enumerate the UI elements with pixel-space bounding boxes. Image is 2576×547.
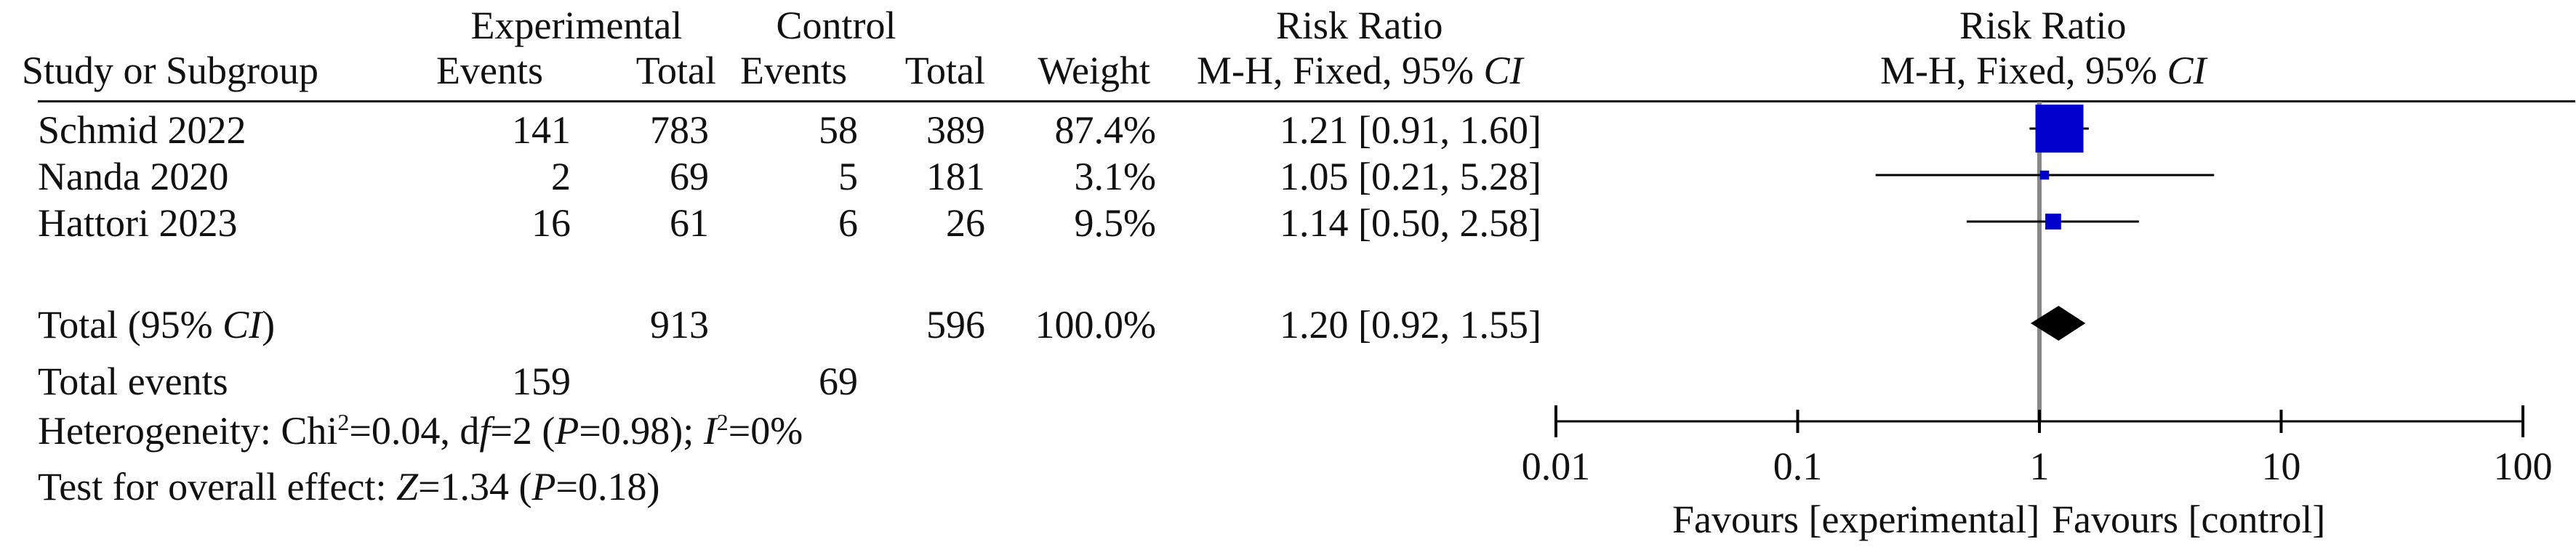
header-divider: [38, 100, 2575, 102]
study-name: Nanda 2020: [38, 155, 229, 198]
study-column-header: Study or Subgroup: [22, 49, 319, 92]
exp-total: 61: [670, 201, 709, 245]
rr-value: 1.21 [0.91, 1.60]: [1280, 108, 1541, 152]
x-tick-label: 1: [2030, 445, 2050, 488]
favours-control: Favours [control]: [2052, 498, 2326, 541]
study-effect-square: [2039, 170, 2050, 180]
weight-value: 3.1%: [1074, 155, 1156, 198]
favours-experimental: Favours [experimental]: [1672, 498, 2040, 541]
rr-value: 1.14 [0.50, 2.58]: [1280, 201, 1541, 245]
heterogeneity-text: Heterogeneity: Chi2=0.04, df=2 (P=0.98);…: [38, 409, 803, 453]
ctl-total-header: Total: [904, 49, 985, 92]
weight-header: Weight: [1038, 49, 1150, 92]
exp-total: 69: [670, 155, 709, 198]
weight-value: 87.4%: [1054, 108, 1156, 152]
plot-method-header: M-H, Fixed, 95% CI: [1880, 49, 2207, 92]
exp-events: 141: [512, 108, 571, 152]
plot-title: Risk Ratio: [1959, 4, 2127, 47]
total-ctl-total: 596: [926, 303, 985, 347]
total-rr-value: 1.20 [0.92, 1.55]: [1280, 303, 1541, 347]
rr-method-header: M-H, Fixed, 95% CI: [1197, 49, 1523, 92]
total-exp-total: 913: [650, 303, 709, 347]
x-tick-label: 0.1: [1773, 445, 1823, 488]
total-events-label: Total events: [38, 360, 228, 403]
ctl-total: 181: [926, 155, 985, 198]
ctl-events: 5: [838, 155, 858, 198]
total-events-exp: 159: [512, 360, 571, 403]
risk-ratio-column-title: Risk Ratio: [1276, 4, 1443, 47]
ctl-total: 26: [946, 201, 985, 245]
exp-events: 16: [531, 201, 571, 245]
x-tick-label: 0.01: [1522, 445, 1591, 488]
x-tick-label: 10: [2262, 445, 2301, 488]
x-tick-label: 100: [2494, 445, 2553, 488]
exp-events-header: Events: [436, 49, 543, 92]
study-effect-square: [2035, 105, 2084, 153]
experimental-group-header: Experimental: [470, 4, 683, 47]
total-events-ctl: 69: [819, 360, 858, 403]
study-name: Schmid 2022: [38, 108, 246, 152]
overall-effect-text: Test for overall effect: Z=1.34 (P=0.18): [38, 465, 660, 508]
total-label: Total (95% CI): [38, 303, 276, 347]
study-name: Hattori 2023: [38, 201, 238, 245]
control-group-header: Control: [776, 4, 896, 47]
ctl-events: 6: [838, 201, 858, 245]
ctl-events: 58: [819, 108, 858, 152]
exp-total-header: Total: [635, 49, 716, 92]
rr-value: 1.05 [0.21, 5.28]: [1280, 155, 1541, 198]
ctl-total: 389: [926, 108, 985, 152]
weight-value: 9.5%: [1074, 201, 1156, 245]
total-weight: 100.0%: [1035, 303, 1156, 347]
exp-events: 2: [551, 155, 571, 198]
pooled-diamond: [2030, 306, 2086, 341]
ctl-events-header: Events: [740, 49, 847, 92]
study-effect-square: [2045, 214, 2061, 230]
exp-total: 783: [650, 108, 709, 152]
